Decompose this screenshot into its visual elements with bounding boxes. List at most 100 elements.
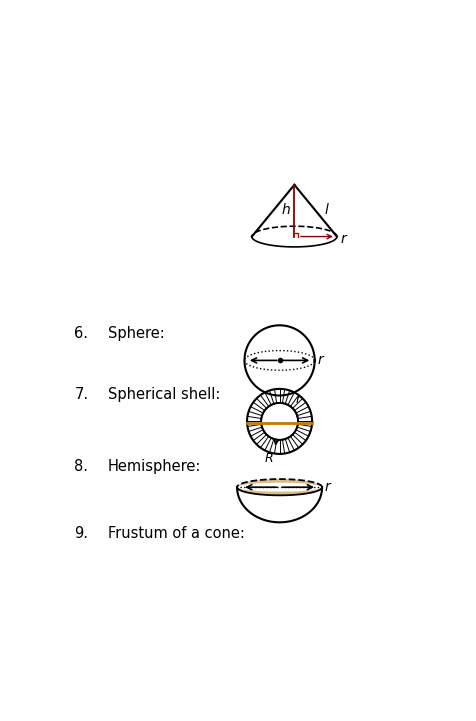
Polygon shape bbox=[266, 492, 267, 495]
Polygon shape bbox=[281, 492, 282, 495]
Polygon shape bbox=[286, 492, 287, 495]
Polygon shape bbox=[287, 479, 288, 483]
Polygon shape bbox=[256, 480, 257, 484]
Polygon shape bbox=[297, 480, 298, 483]
Polygon shape bbox=[263, 491, 264, 495]
Polygon shape bbox=[266, 479, 267, 483]
Polygon shape bbox=[279, 479, 280, 483]
Polygon shape bbox=[250, 490, 251, 493]
Polygon shape bbox=[303, 480, 304, 484]
Polygon shape bbox=[305, 491, 306, 494]
Text: 9.: 9. bbox=[74, 526, 88, 541]
Polygon shape bbox=[272, 492, 273, 495]
Polygon shape bbox=[275, 492, 276, 495]
Polygon shape bbox=[283, 492, 284, 495]
Polygon shape bbox=[280, 492, 281, 495]
Polygon shape bbox=[288, 492, 289, 495]
Polygon shape bbox=[298, 480, 299, 483]
Polygon shape bbox=[273, 479, 274, 483]
Polygon shape bbox=[289, 479, 290, 483]
Polygon shape bbox=[267, 492, 268, 495]
Text: l: l bbox=[324, 203, 328, 216]
Polygon shape bbox=[260, 491, 261, 495]
Polygon shape bbox=[284, 492, 285, 495]
Polygon shape bbox=[251, 490, 252, 493]
Text: Sphere:: Sphere: bbox=[108, 327, 164, 341]
Polygon shape bbox=[294, 492, 295, 495]
Polygon shape bbox=[275, 479, 276, 483]
Polygon shape bbox=[282, 479, 283, 483]
Text: R: R bbox=[264, 452, 272, 465]
Polygon shape bbox=[295, 479, 296, 483]
Text: r: r bbox=[324, 480, 329, 494]
Polygon shape bbox=[264, 479, 265, 483]
Polygon shape bbox=[282, 492, 283, 495]
Polygon shape bbox=[298, 491, 299, 495]
Polygon shape bbox=[256, 491, 257, 494]
Circle shape bbox=[260, 403, 298, 440]
Polygon shape bbox=[260, 480, 261, 483]
Text: Hemisphere:: Hemisphere: bbox=[108, 459, 201, 474]
Polygon shape bbox=[271, 492, 272, 495]
Polygon shape bbox=[259, 480, 260, 483]
Polygon shape bbox=[272, 479, 273, 483]
Text: r: r bbox=[340, 231, 346, 246]
Polygon shape bbox=[290, 479, 291, 483]
Polygon shape bbox=[306, 490, 307, 493]
Text: 7.: 7. bbox=[74, 387, 89, 402]
Polygon shape bbox=[302, 480, 303, 484]
Polygon shape bbox=[255, 491, 256, 494]
Text: Frustum of a cone:: Frustum of a cone: bbox=[108, 526, 244, 541]
Polygon shape bbox=[291, 479, 292, 483]
Text: 8.: 8. bbox=[74, 459, 88, 474]
Polygon shape bbox=[306, 481, 307, 484]
Polygon shape bbox=[263, 479, 264, 483]
Polygon shape bbox=[299, 491, 300, 495]
Polygon shape bbox=[254, 480, 255, 484]
Polygon shape bbox=[308, 490, 309, 493]
Polygon shape bbox=[302, 491, 303, 494]
Polygon shape bbox=[307, 481, 308, 484]
Polygon shape bbox=[300, 480, 301, 483]
Text: r: r bbox=[295, 393, 300, 406]
Polygon shape bbox=[301, 491, 302, 494]
Polygon shape bbox=[262, 479, 263, 483]
Polygon shape bbox=[257, 480, 258, 483]
Polygon shape bbox=[257, 491, 258, 495]
Polygon shape bbox=[278, 492, 279, 495]
Polygon shape bbox=[252, 481, 253, 484]
Polygon shape bbox=[253, 481, 254, 484]
Polygon shape bbox=[277, 492, 278, 495]
Polygon shape bbox=[258, 491, 259, 495]
Polygon shape bbox=[285, 492, 286, 495]
Polygon shape bbox=[284, 479, 285, 483]
Polygon shape bbox=[268, 492, 269, 495]
Polygon shape bbox=[269, 492, 270, 495]
Polygon shape bbox=[277, 479, 278, 483]
Polygon shape bbox=[278, 479, 279, 483]
Polygon shape bbox=[254, 491, 255, 494]
Text: r: r bbox=[317, 353, 323, 368]
Polygon shape bbox=[292, 492, 293, 495]
Polygon shape bbox=[308, 482, 309, 484]
Polygon shape bbox=[261, 491, 262, 495]
Polygon shape bbox=[249, 482, 250, 484]
Polygon shape bbox=[288, 479, 289, 483]
Polygon shape bbox=[305, 481, 306, 484]
Polygon shape bbox=[273, 492, 274, 495]
Polygon shape bbox=[300, 491, 301, 494]
Polygon shape bbox=[301, 480, 302, 483]
Polygon shape bbox=[251, 481, 252, 484]
Polygon shape bbox=[255, 480, 256, 484]
Polygon shape bbox=[270, 479, 271, 483]
Polygon shape bbox=[307, 490, 308, 493]
Polygon shape bbox=[286, 479, 287, 483]
Text: 6.: 6. bbox=[74, 327, 88, 341]
Polygon shape bbox=[265, 492, 266, 495]
Polygon shape bbox=[271, 479, 272, 483]
Polygon shape bbox=[293, 492, 294, 495]
Polygon shape bbox=[299, 480, 300, 483]
Polygon shape bbox=[250, 481, 251, 484]
Polygon shape bbox=[264, 492, 265, 495]
Polygon shape bbox=[293, 479, 294, 483]
